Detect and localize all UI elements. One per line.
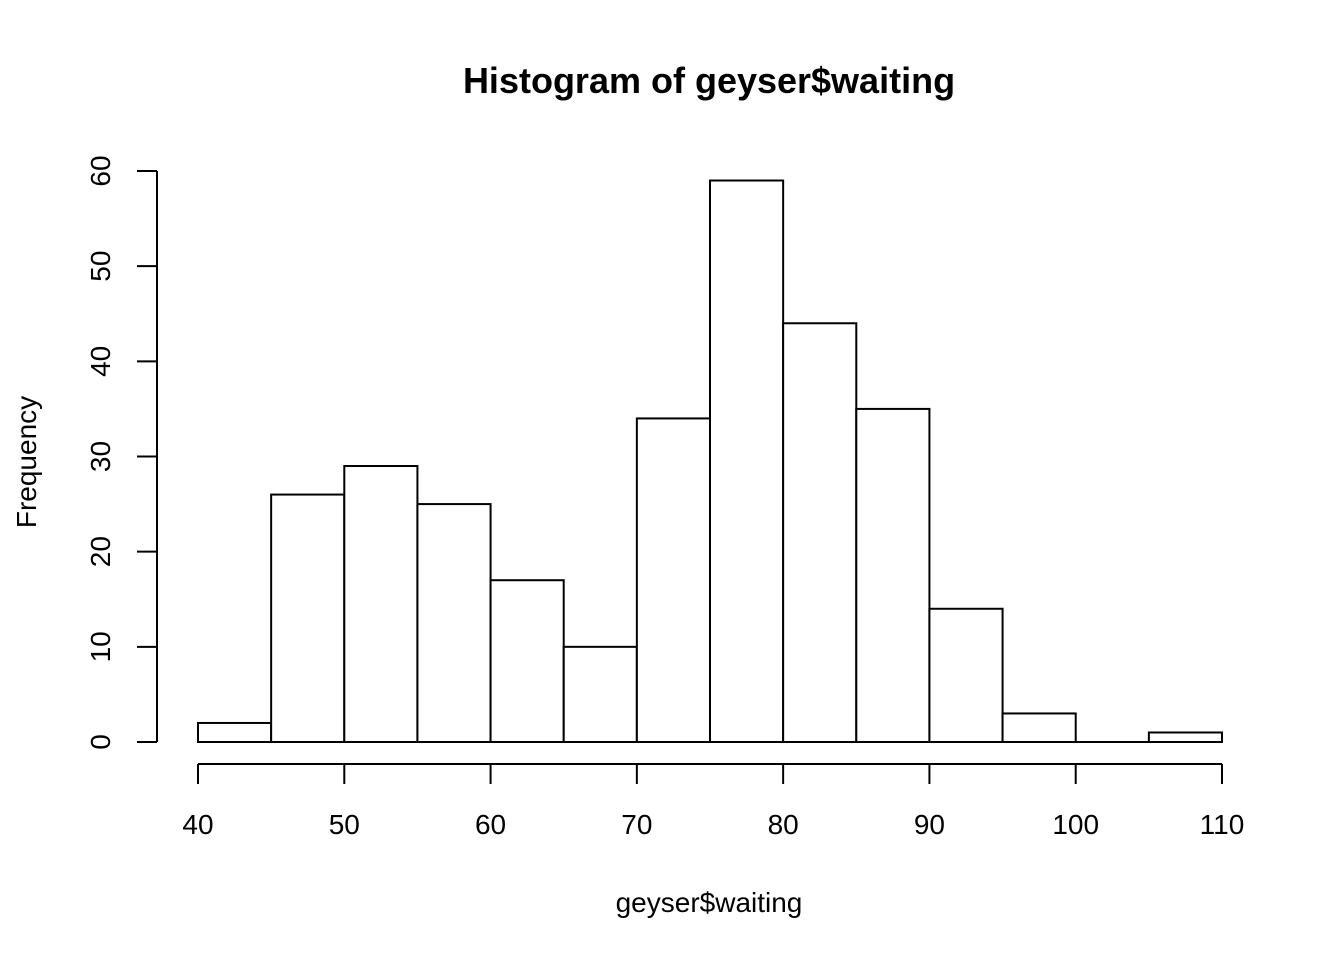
histogram-bar [562,645,638,743]
y-tick-label: 40 [85,346,116,377]
chart-title: Histogram of geyser$waiting [463,60,955,101]
histogram-bar [197,721,273,744]
histogram-bar [343,465,419,743]
histogram-bar [782,322,858,743]
y-axis: 0 10 20 30 40 50 60 [85,155,158,750]
x-tick-label: 70 [621,809,652,840]
y-tick-label: 10 [85,631,116,662]
x-tick-label: 100 [1052,809,1099,840]
histogram-bar [489,579,565,744]
x-tick-label: 80 [768,809,799,840]
x-tick-label: 60 [475,809,506,840]
histogram-bar [855,407,931,743]
x-tick-label: 110 [1200,809,1245,840]
x-tick-label: 50 [329,809,360,840]
histogram-bar [1001,712,1077,744]
x-tick-label: 90 [914,809,945,840]
y-tick-label: 0 [85,734,116,750]
x-axis-label: geyser$waiting [616,887,803,918]
y-tick-label: 20 [85,536,116,567]
x-tick-label: 40 [182,809,213,840]
y-tick-label: 30 [85,441,116,472]
bars-group [197,179,1224,744]
histogram-bar [709,179,785,743]
histogram-bar [1147,731,1224,744]
histogram-bar [635,417,711,743]
x-axis: 40 50 60 70 80 90 100 110 [182,763,1245,840]
y-tick-label: 50 [85,251,116,282]
y-tick-label: 60 [85,155,116,186]
histogram-bar [416,503,492,744]
y-axis-label: Frequency [11,396,42,528]
histogram-bar [270,493,346,744]
histogram-bar [928,607,1004,743]
